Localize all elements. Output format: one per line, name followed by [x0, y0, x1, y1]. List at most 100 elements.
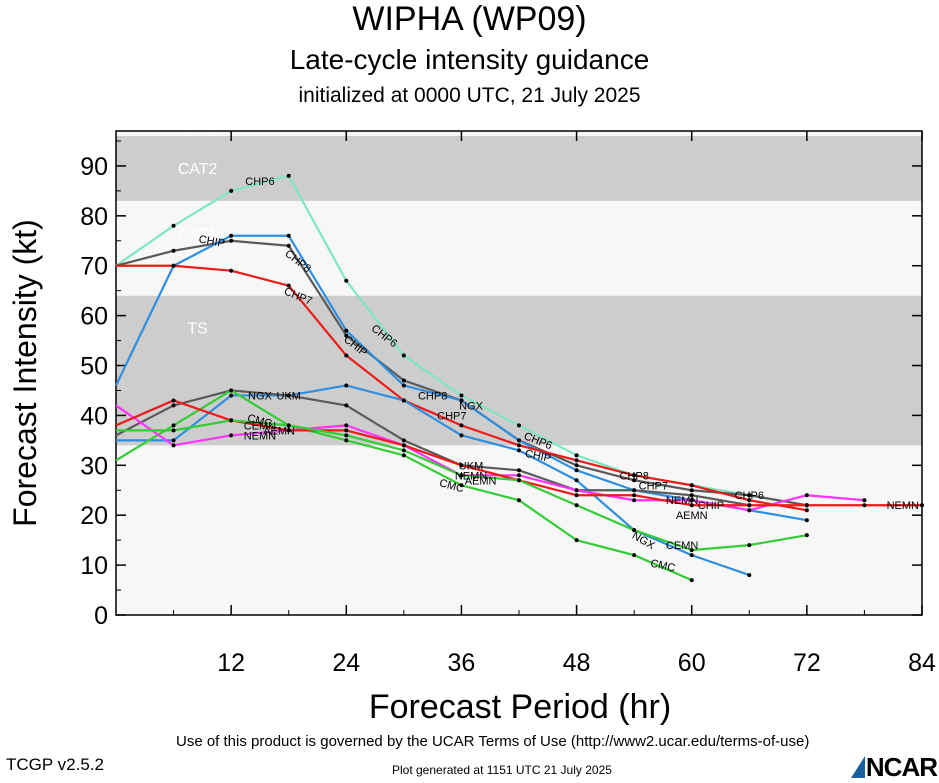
data-point-cmc: [689, 578, 694, 583]
y-tick-label: 10: [80, 552, 108, 580]
data-point-chip: [459, 398, 464, 403]
data-point-aemn: [689, 498, 694, 503]
data-point-chp8: [171, 248, 176, 253]
data-point-chp6: [286, 173, 291, 178]
data-point-cemn: [689, 548, 694, 553]
data-point-chp6: [229, 188, 234, 193]
data-point-chp7: [574, 458, 579, 463]
data-point-chp8: [689, 488, 694, 493]
x-tick-label: 24: [332, 649, 360, 677]
data-point-cemn: [632, 528, 637, 533]
data-point-cmc: [171, 423, 176, 428]
data-point-chp8: [401, 378, 406, 383]
ncar-logo-text: NCAR: [865, 752, 938, 782]
data-point-nemn: [689, 503, 694, 508]
y-tick-label: 40: [80, 402, 108, 430]
series-label-chip: CHIP: [698, 500, 724, 512]
y-tick-label: 80: [80, 203, 108, 231]
data-point-cemn: [286, 423, 291, 428]
data-point-chp6: [574, 453, 579, 458]
x-tick-label: 72: [793, 649, 821, 677]
data-point-nemn: [920, 503, 924, 508]
y-tick-label: 50: [80, 353, 108, 381]
data-point-chp8: [747, 493, 752, 498]
y-tick-label: 0: [94, 602, 108, 630]
chart-init-time: initialized at 0000 UTC, 21 July 2025: [298, 84, 641, 107]
data-point-chp7: [171, 263, 176, 268]
data-point-ngx: [459, 433, 464, 438]
series-label-cemn: CEMN: [666, 540, 698, 552]
terms-of-use: Use of this product is governed by the U…: [176, 733, 810, 750]
series-label-chip: CHIP: [198, 234, 226, 250]
series-line-aemn: [115, 404, 865, 512]
data-point-ngx: [517, 448, 521, 453]
data-point-nemn: [747, 503, 752, 508]
x-tick-label: 84: [908, 649, 936, 677]
x-axis-label: Forecast Period (hr): [369, 688, 671, 726]
data-point-chip: [344, 328, 349, 333]
data-point-chp7: [459, 423, 464, 428]
data-point-cemn: [574, 503, 579, 508]
data-point-nemn: [401, 443, 406, 448]
data-point-aemn: [747, 508, 752, 513]
series-label-ngx: NGX: [248, 390, 273, 402]
data-point-aemn: [229, 433, 234, 438]
data-point-chp7: [689, 483, 694, 488]
data-point-cmc: [229, 388, 234, 393]
series-label-chip: CHIP: [524, 448, 552, 465]
data-point-ukm: [401, 438, 406, 443]
data-point-cmc: [459, 483, 464, 488]
series-label-nemn: NEMN: [887, 500, 919, 512]
series-label-cmc: CMC: [649, 558, 676, 575]
data-point-chp8: [229, 238, 234, 243]
data-point-chp8: [632, 478, 637, 483]
data-point-chip: [804, 518, 809, 523]
y-tick-label: 70: [80, 253, 108, 281]
data-point-chp7: [632, 473, 637, 478]
y-tick-label: 30: [80, 452, 108, 480]
data-point-cemn: [517, 478, 521, 483]
data-point-chp7: [804, 508, 809, 513]
data-point-ukm: [689, 493, 694, 498]
band-ts: [116, 295, 922, 446]
data-point-chip: [401, 383, 406, 388]
band-cat3: [116, 131, 922, 136]
x-tick-label: 36: [448, 649, 476, 677]
data-point-ngx: [229, 393, 234, 398]
data-point-cmc: [401, 453, 406, 458]
series-label-chp6: CHP6: [245, 176, 274, 188]
data-point-nemn: [574, 493, 579, 498]
series-label-aemn: AEMN: [676, 510, 708, 522]
y-tick-label: 60: [80, 303, 108, 331]
series-label-nemn: NEMN: [455, 470, 487, 482]
data-point-ukm: [286, 393, 291, 398]
data-point-chp6: [344, 278, 349, 283]
data-point-chp6: [517, 423, 521, 428]
data-point-chp8: [574, 463, 579, 468]
data-point-aemn: [632, 498, 637, 503]
y-tick-label: 20: [80, 502, 108, 530]
data-point-chip: [517, 438, 521, 443]
data-point-chp6: [459, 393, 464, 398]
series-label-cemn: CEMN: [244, 420, 276, 432]
band-label: CAT2: [178, 161, 218, 178]
generated-time: Plot generated at 1151 UTC 21 July 2025: [392, 763, 612, 777]
series-lines: [115, 173, 924, 583]
data-point-chp7: [747, 498, 752, 503]
data-point-chip: [286, 233, 291, 238]
data-point-ngx: [171, 438, 176, 443]
data-point-chp7: [344, 353, 349, 358]
data-point-nemn: [804, 503, 809, 508]
data-point-cmc: [632, 553, 637, 558]
data-point-aemn: [574, 488, 579, 493]
plot-axes: 0 10 20 30 40 50 60 70 80 90 12 24 36 48 60 72 84: [80, 130, 936, 677]
data-point-chp8: [286, 243, 291, 248]
data-point-cemn: [229, 418, 234, 423]
data-point-cmc: [574, 538, 579, 543]
series-label-chp7: CHP7: [639, 480, 668, 492]
series-label-nemn: NEMN: [666, 495, 698, 507]
data-point-chp6: [401, 353, 406, 358]
data-point-aemn: [804, 493, 809, 498]
